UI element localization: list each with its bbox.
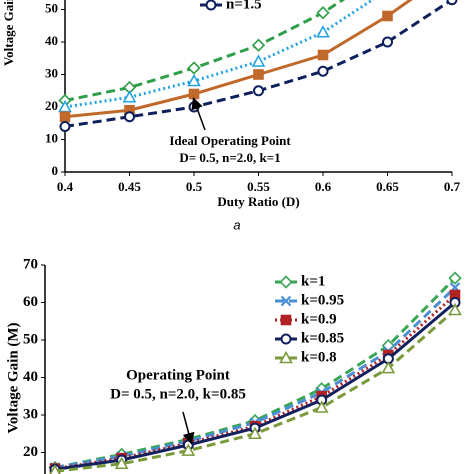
point [253, 69, 264, 80]
annotation: Operating Point [126, 367, 230, 383]
y-axis-label: Voltage Gain [1, 0, 16, 66]
point [49, 464, 61, 474]
y-tick-label: 0 [52, 163, 59, 178]
series-line [54, 293, 457, 471]
y-tick-label: 40 [45, 33, 58, 48]
point [59, 111, 71, 123]
y-tick-label: 40 [23, 369, 38, 385]
point [317, 49, 329, 61]
annotation-arrow [182, 411, 195, 445]
legend-marker [280, 295, 292, 307]
legend-label: k=0.85 [301, 330, 344, 346]
legend-marker [280, 333, 292, 345]
x-tick-label: 0.45 [118, 179, 141, 194]
point [448, 271, 462, 285]
y-tick-label: 20 [23, 444, 38, 460]
point [187, 73, 201, 87]
y-tick-label: 50 [23, 331, 38, 347]
x-tick-label: 0.5 [186, 179, 203, 194]
caption: a [233, 217, 240, 232]
point [382, 10, 393, 22]
annotation-arrow [191, 97, 206, 131]
y-tick-label: 30 [23, 406, 38, 422]
point [317, 65, 329, 77]
y-axis-label: Voltage Gain (M) [5, 322, 21, 433]
legend-marker [279, 350, 293, 364]
x-tick-label: 0.55 [247, 179, 270, 194]
x-tick-label: 0.7 [444, 179, 461, 194]
point [316, 6, 330, 20]
y-tick-label: 70 [23, 256, 38, 272]
point [124, 111, 135, 123]
legend-label: k=1 [301, 273, 325, 289]
point [448, 302, 462, 316]
annotation: D= 0.5, n=2.0, k=0.85 [110, 386, 246, 402]
legend-marker [279, 275, 293, 289]
point [188, 88, 200, 100]
series-line [54, 286, 457, 469]
y-tick-label: 20 [45, 98, 58, 113]
point [381, 360, 396, 374]
legend-label: k=0.8 [301, 349, 337, 365]
point [253, 85, 264, 97]
x-tick-label: 0.65 [376, 179, 399, 194]
point [59, 121, 71, 132]
point [114, 456, 129, 470]
point [187, 61, 201, 75]
y-tick-label: 10 [45, 130, 58, 145]
legend-marker [205, 0, 217, 11]
y-tick-label: 50 [45, 0, 58, 15]
legend-label: n=1.5 [226, 0, 262, 12]
legend-label: k=0.95 [301, 292, 344, 308]
point [251, 38, 266, 52]
point [314, 400, 329, 413]
legend-marker [280, 314, 292, 326]
point [248, 426, 262, 440]
point [382, 36, 393, 48]
point [181, 443, 196, 456]
y-tick-label: 30 [45, 65, 58, 80]
x-axis-label: Duty Ratio (D) [217, 194, 299, 209]
annotation: Ideal Operating Point [169, 133, 291, 148]
point [446, 0, 458, 6]
y-tick-label: 60 [23, 294, 38, 310]
x-tick-label: 0.6 [315, 179, 332, 194]
legend-label: k=0.9 [301, 311, 337, 327]
point [122, 90, 137, 103]
annotation: D= 0.5, n=2.0, k=1 [179, 150, 280, 165]
point [316, 25, 330, 38]
series-line [54, 277, 457, 469]
point [251, 54, 266, 67]
x-tick-label: 0.4 [57, 179, 74, 194]
